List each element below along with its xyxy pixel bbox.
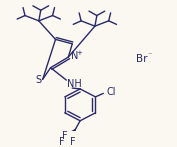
Text: ⁻: ⁻ — [148, 51, 152, 60]
Text: +: + — [76, 50, 82, 56]
Text: F: F — [62, 131, 67, 141]
Text: F: F — [59, 137, 64, 147]
Text: N: N — [71, 51, 78, 61]
Text: NH: NH — [67, 79, 82, 89]
Text: S: S — [36, 75, 42, 85]
Text: Cl: Cl — [107, 87, 116, 97]
Text: Br: Br — [136, 54, 148, 64]
Text: F: F — [70, 137, 76, 147]
